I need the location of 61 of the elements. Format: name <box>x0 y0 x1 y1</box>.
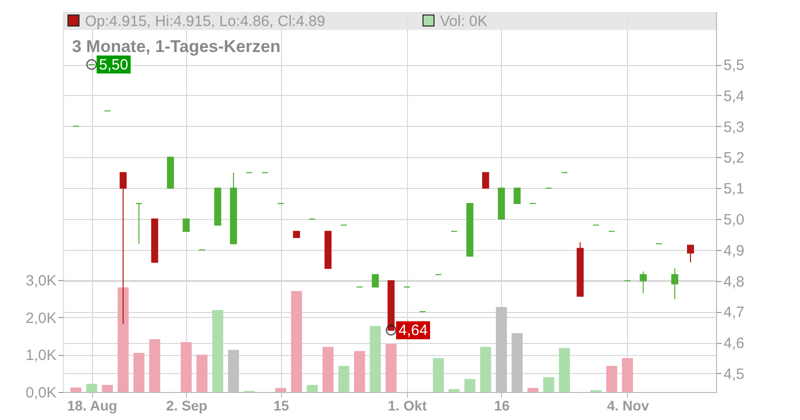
candlestick <box>640 271 647 294</box>
x-tick-label: 1. Okt <box>388 398 428 414</box>
text: 3 Monate, 1-Tages-Kerzen <box>72 37 280 56</box>
bar <box>196 354 208 392</box>
bar <box>306 384 318 392</box>
bar <box>606 366 618 392</box>
y-tick-label: 3,0K <box>26 272 56 290</box>
bar <box>480 346 492 392</box>
y2-tick-label: 4,9 <box>724 242 744 260</box>
y2-tick-label: 4,6 <box>724 335 744 352</box>
bar <box>543 377 554 392</box>
bar <box>448 389 460 392</box>
candlestick <box>482 172 490 189</box>
bar <box>370 326 381 392</box>
bar <box>180 342 192 392</box>
y-tick-label: 2,0K <box>26 310 56 327</box>
annotation: 5,50 <box>99 56 128 74</box>
bar <box>322 346 334 392</box>
bar <box>86 384 98 392</box>
y-tick-label: 0,0K <box>26 384 56 402</box>
bar <box>464 378 476 392</box>
x-tick-label: 15 <box>273 398 290 414</box>
bar <box>558 348 570 392</box>
y2-tick-label: 5,4 <box>724 88 744 105</box>
x-tick-label: 16 <box>494 398 510 414</box>
bar <box>291 291 302 392</box>
x-tick-label: 2. Sep <box>166 398 208 414</box>
bar <box>149 339 160 392</box>
bar <box>118 287 129 392</box>
y2-tick-label: 5,0 <box>724 211 744 228</box>
candlestick <box>687 244 694 263</box>
bar <box>527 388 538 392</box>
candlestick <box>135 203 142 244</box>
bar <box>70 388 82 392</box>
bar <box>133 352 144 392</box>
bar <box>386 344 397 392</box>
bar <box>338 366 350 392</box>
x-tick-label: 4. Nov <box>606 398 650 414</box>
y2-tick-label: 5,5 <box>724 57 744 74</box>
bar <box>432 358 444 392</box>
candlestick <box>514 188 521 204</box>
candlestick <box>671 268 678 300</box>
bar <box>622 358 633 392</box>
y2-tick-label: 4,8 <box>724 273 744 290</box>
candlestick <box>372 274 379 288</box>
y2-tick-label: 4,7 <box>724 304 744 322</box>
annotation: 4,64 <box>398 322 428 340</box>
bar <box>275 388 286 392</box>
bar <box>102 384 113 392</box>
y2-tick-label: 5,3 <box>724 118 744 136</box>
legend-label: Vol: 0K <box>440 13 488 30</box>
candlestick <box>182 218 190 232</box>
y2-tick-label: 4,5 <box>724 366 744 383</box>
x-tick-label: 18. Aug <box>67 398 118 414</box>
y2-tick-label: 5,2 <box>724 150 744 167</box>
bar <box>354 351 366 392</box>
y2-tick-label: 5,1 <box>724 180 744 198</box>
y-tick-label: 1,0K <box>26 347 56 364</box>
bar <box>212 310 224 392</box>
candlestick <box>120 172 127 325</box>
legend-label: Op:4.915, Hi:4.915, Lo:4.86, Cl:4.89 <box>85 13 326 30</box>
